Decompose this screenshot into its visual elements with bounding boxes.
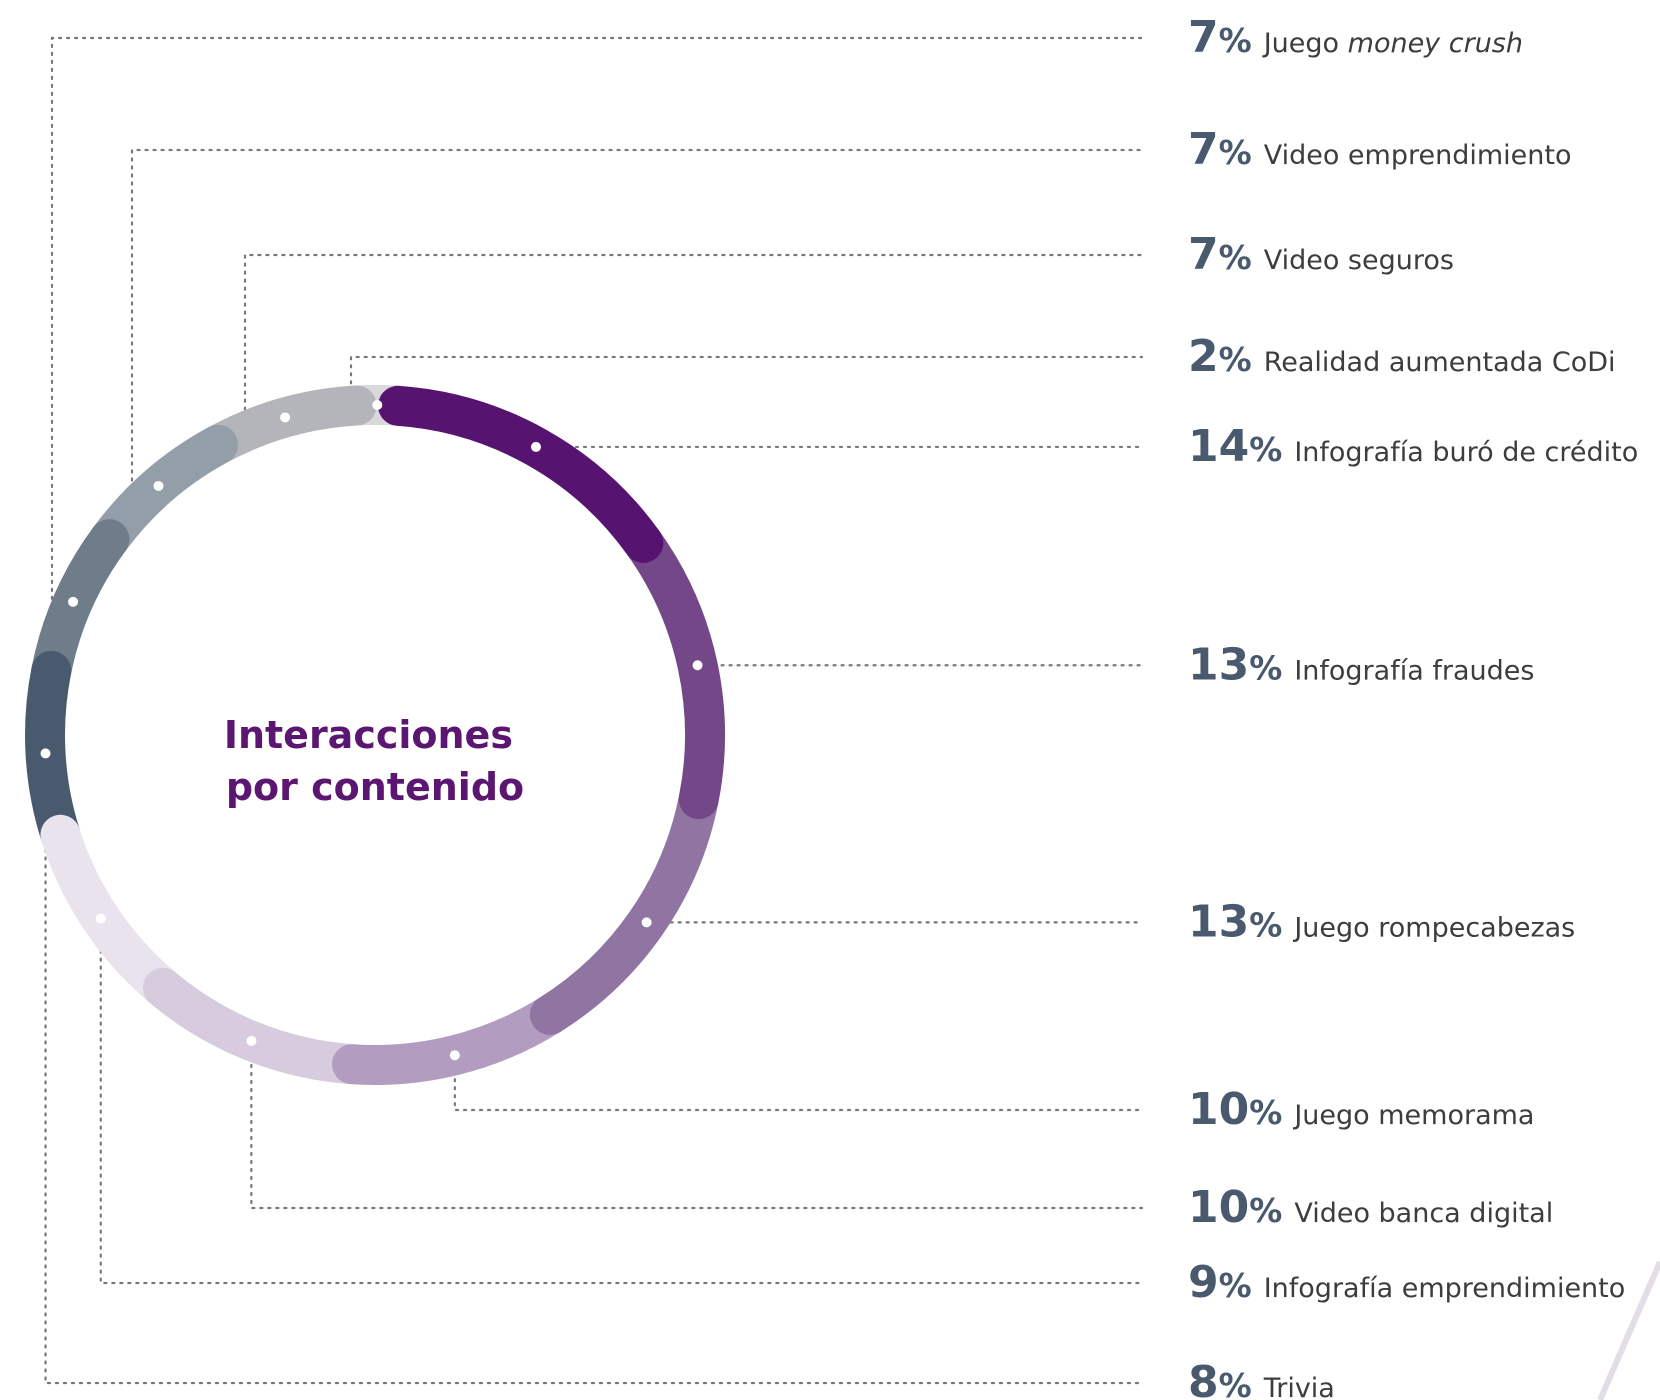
anchor-dot — [530, 441, 541, 452]
legend-text: Juego rompecabezas — [1292, 912, 1575, 943]
legend-labels: 7% Juego money crush 7% Video emprendimient… — [1188, 12, 1638, 1400]
legend-percent-sign: % — [1219, 238, 1252, 277]
legend-text: Video emprendimiento — [1264, 140, 1572, 171]
legend-percent-sign: % — [1249, 905, 1282, 944]
donut-slice — [529, 779, 719, 1035]
donut-slice — [89, 424, 239, 560]
legend-text: Infografía emprendimiento — [1264, 1273, 1626, 1304]
chart-title-line-1: Interacciones — [224, 713, 513, 757]
legend-label: 13% Infografía fraudes — [1188, 639, 1534, 690]
legend-label: 7% Juego money crush — [1188, 12, 1523, 63]
anchor-dot — [449, 1050, 460, 1061]
legend-percent-sign: % — [1219, 133, 1252, 172]
legend-percent: 7 — [1188, 124, 1219, 175]
leader-line — [250, 1039, 1144, 1210]
legend-label: 9% Infografía emprendimiento — [1188, 1257, 1625, 1308]
legend-label: 10% Juego memorama — [1188, 1084, 1534, 1135]
legend-text: Infografía fraudes — [1294, 655, 1534, 686]
donut-slice — [378, 385, 664, 563]
leader-line — [99, 917, 1144, 1285]
donut-slice — [40, 814, 183, 1008]
leader-line — [453, 1054, 1144, 1112]
legend-label: 14% Infografía buró de crédito — [1188, 421, 1638, 472]
legend-percent: 13 — [1188, 639, 1249, 690]
legend-percent-sign: % — [1219, 21, 1252, 60]
anchor-dot — [372, 400, 383, 411]
anchor-dot — [153, 480, 164, 491]
legend-percent: 9 — [1188, 1257, 1219, 1308]
legend-percent: 14 — [1188, 421, 1249, 472]
legend-percent: 13 — [1188, 896, 1249, 947]
anchor-dot — [40, 748, 51, 759]
anchor-dot — [246, 1035, 257, 1046]
legend-percent: 10 — [1188, 1084, 1249, 1135]
legend-label: 7% Video seguros — [1188, 229, 1454, 280]
legend-percent-sign: % — [1219, 1366, 1252, 1400]
donut-slice — [198, 385, 377, 465]
legend-text: Juego — [1262, 28, 1348, 59]
legend-text: Infografía buró de crédito — [1294, 437, 1638, 468]
anchor-dots — [40, 400, 703, 1061]
legend-percent-sign: % — [1249, 430, 1282, 469]
anchor-dot — [95, 913, 106, 924]
donut-slice — [31, 519, 130, 691]
legend-percent: 7 — [1188, 229, 1219, 280]
legend-percent: 10 — [1188, 1182, 1249, 1233]
leader-line — [44, 752, 1144, 1385]
legend-percent-sign: % — [1219, 1266, 1252, 1305]
leader-line — [243, 253, 1144, 419]
legend-percent: 8 — [1188, 1357, 1219, 1400]
legend-text: Video seguros — [1264, 245, 1454, 276]
legend-label: 2% Realidad aumentada CoDi — [1188, 331, 1616, 382]
legend-percent: 7 — [1188, 12, 1219, 63]
chart-title-line-2: por contenido — [226, 765, 524, 809]
leader-line — [349, 355, 1144, 407]
decorative-stroke — [1597, 1260, 1660, 1400]
anchor-dot — [692, 660, 703, 671]
legend-text: Video banca digital — [1294, 1198, 1553, 1229]
legend-text: Realidad aumentada CoDi — [1264, 347, 1616, 378]
legend-percent: 2 — [1188, 331, 1219, 382]
anchor-dot — [641, 917, 652, 928]
legend-percent-sign: % — [1249, 1093, 1282, 1132]
anchor-dot — [280, 412, 291, 423]
legend-percent-sign: % — [1249, 648, 1282, 687]
chart-title: Interacciones por contenido — [224, 713, 526, 809]
legend-text: Juego memorama — [1292, 1100, 1534, 1131]
legend-percent-sign: % — [1249, 1191, 1282, 1230]
anchor-dot — [68, 596, 79, 607]
donut-slice — [623, 522, 725, 820]
legend-label: 10% Video banca digital — [1188, 1182, 1553, 1233]
legend-label: 13% Juego rompecabezas — [1188, 896, 1575, 947]
legend-percent-sign: % — [1219, 340, 1252, 379]
donut-slice — [142, 967, 372, 1085]
legend-label: 7% Video emprendimiento — [1188, 124, 1572, 175]
legend-text: Trivia — [1263, 1373, 1335, 1400]
leader-line — [130, 148, 1144, 488]
legend-label: 8% Trivia — [1188, 1357, 1335, 1400]
legend-text-emphasis: money crush — [1348, 28, 1523, 59]
